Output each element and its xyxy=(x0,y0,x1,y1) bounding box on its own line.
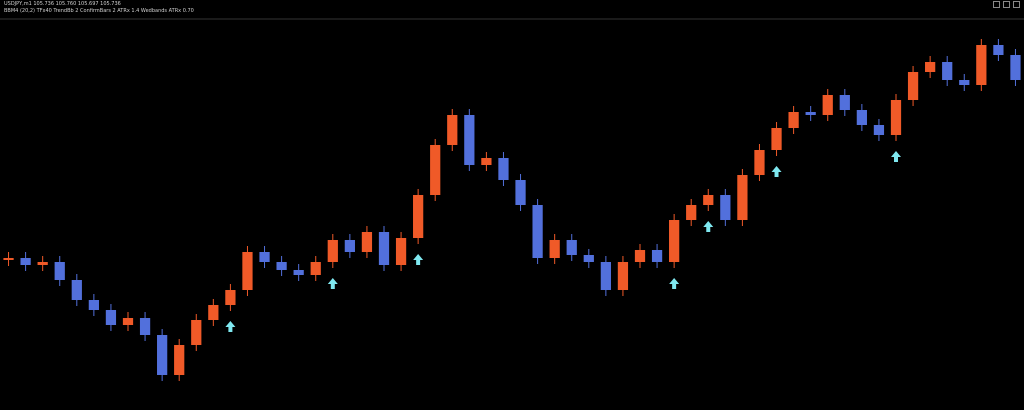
candle-body xyxy=(788,112,799,128)
candle-body xyxy=(259,252,270,262)
candle-body xyxy=(976,45,987,85)
candle-body xyxy=(395,238,407,265)
candle-body xyxy=(208,305,219,320)
window-buttons xyxy=(993,1,1020,8)
candle-body xyxy=(617,262,629,290)
candle-body xyxy=(890,100,902,135)
candle-body xyxy=(600,262,611,290)
close-button[interactable] xyxy=(1013,1,1020,8)
candle-body xyxy=(88,300,99,310)
candle-body xyxy=(293,270,304,275)
candle-body xyxy=(942,62,953,80)
candle-body xyxy=(191,320,202,345)
candle-body xyxy=(20,258,31,265)
candle-body xyxy=(651,250,663,262)
candle-body xyxy=(310,262,321,275)
candle-body xyxy=(1010,55,1021,80)
candle-body xyxy=(720,195,731,220)
candle-body xyxy=(481,158,492,165)
candle-body xyxy=(122,318,134,325)
maximize-button[interactable] xyxy=(1003,1,1010,8)
candle-body xyxy=(54,262,65,280)
buy-arrow xyxy=(703,221,714,232)
candle-body xyxy=(174,345,185,375)
candle-body xyxy=(378,232,390,265)
candle-body xyxy=(447,115,458,145)
minimize-button[interactable] xyxy=(993,1,1000,8)
candle-body xyxy=(71,280,82,300)
buy-arrow xyxy=(225,321,236,332)
buy-arrow xyxy=(891,151,901,162)
candle-body xyxy=(327,240,338,262)
candle-body xyxy=(3,258,14,260)
candle-body xyxy=(361,232,373,252)
candle-body xyxy=(993,45,1004,55)
candle-body xyxy=(515,180,526,205)
buy-arrow xyxy=(327,278,338,289)
candle-body xyxy=(737,175,748,220)
candle-body xyxy=(754,150,765,175)
buy-arrow xyxy=(771,166,782,177)
candle-body xyxy=(566,240,577,255)
symbol-header: USDJPY,m1 105.736 105.760 105.697 105.73… xyxy=(4,1,121,7)
candle-body xyxy=(669,220,680,262)
candle-body xyxy=(157,335,168,375)
candle-body xyxy=(549,240,560,258)
candle-body xyxy=(907,72,919,100)
candle-body xyxy=(703,195,714,205)
candle-body xyxy=(822,95,833,115)
candle-body xyxy=(856,110,867,125)
candle-body xyxy=(686,205,697,220)
candle-body xyxy=(344,240,355,252)
candle-body xyxy=(105,310,117,325)
candle-body xyxy=(430,145,441,195)
candle-body xyxy=(464,115,475,165)
candle-body xyxy=(242,252,253,290)
candle-body xyxy=(532,205,543,258)
candle-body xyxy=(225,290,236,305)
candle-body xyxy=(805,112,816,115)
candle-body xyxy=(498,158,509,180)
candle-body xyxy=(37,262,48,265)
buy-arrow xyxy=(413,254,424,265)
candle-body xyxy=(583,255,594,262)
candle-body xyxy=(839,95,850,110)
indicator-header: BBM4 (20,2) TFx40 TrendBb 2 ConfirmBars … xyxy=(4,8,194,14)
buy-arrow xyxy=(669,278,680,289)
candle-body xyxy=(873,125,885,135)
candle-body xyxy=(925,62,936,72)
candle-body xyxy=(276,262,287,270)
candle-body xyxy=(139,318,151,335)
candle-body xyxy=(413,195,424,238)
candle-body xyxy=(634,250,646,262)
candle-body xyxy=(959,80,970,85)
candle-body xyxy=(771,128,782,150)
